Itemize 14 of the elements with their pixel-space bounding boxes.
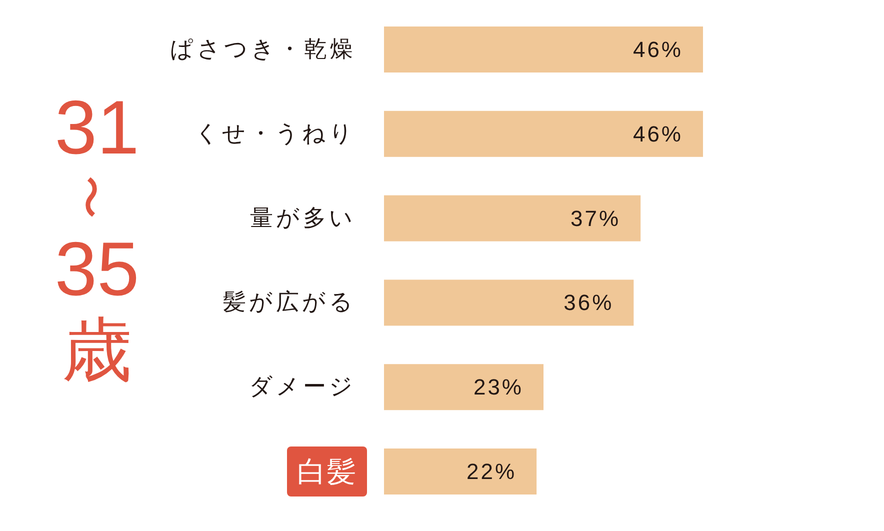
- data-label: 23%: [473, 374, 524, 400]
- data-label: 36%: [564, 290, 614, 316]
- data-label: 46%: [632, 37, 683, 62]
- y-tick-label: 白髪: [287, 446, 367, 496]
- y-tick-label: 量が多い: [250, 205, 356, 232]
- data-label: 22%: [466, 459, 517, 484]
- y-tick-label: ダメージ: [249, 374, 356, 400]
- y-tick-label: ぱさつき・乾燥: [170, 36, 356, 62]
- y-tick-label: 髪が広がる: [223, 290, 356, 316]
- title: 31〜35歳: [54, 86, 140, 391]
- y-tick-label: くせ・うねり: [195, 120, 356, 147]
- y-tick-label: 白髪: [297, 454, 357, 488]
- data-label: 37%: [570, 206, 621, 231]
- data-label: 46%: [632, 121, 683, 146]
